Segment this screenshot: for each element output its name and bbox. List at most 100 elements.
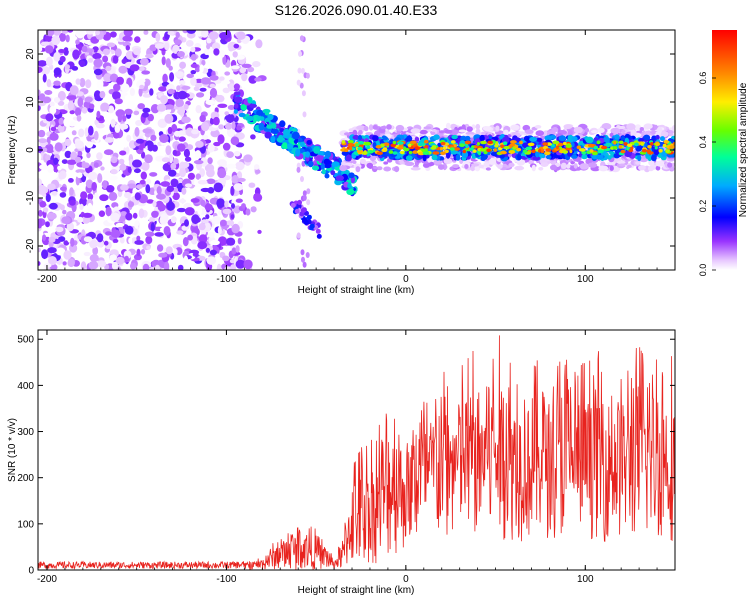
- track-blob: [335, 175, 344, 181]
- track-blob: [249, 103, 257, 108]
- line-core-blob: [654, 145, 658, 150]
- noise-blob: [42, 234, 47, 242]
- line-halo-blob: [482, 126, 492, 131]
- noise-blob: [235, 198, 243, 203]
- noise-blob: [67, 258, 75, 268]
- line-core-blob: [357, 146, 363, 151]
- line-halo-blob: [579, 163, 589, 170]
- noise-blob: [204, 203, 213, 211]
- noise-blob: [75, 78, 81, 85]
- noise-blob: [125, 50, 134, 60]
- line-halo-blob: [621, 129, 626, 133]
- track-blob: [266, 124, 274, 129]
- line-core-blob: [440, 141, 446, 146]
- noise-blob: [63, 117, 71, 128]
- line-core-blob: [623, 142, 628, 146]
- noise-blob: [66, 222, 75, 232]
- noise-blob: [110, 31, 117, 38]
- noise-blob: [178, 80, 186, 85]
- noise-blob: [120, 83, 130, 93]
- noise-blob: [218, 135, 224, 142]
- noise-blob: [81, 45, 88, 53]
- noise-blob: [114, 123, 121, 133]
- noise-blob: [235, 259, 246, 269]
- noise-blob: [302, 194, 307, 201]
- line-halo-blob: [497, 163, 503, 169]
- line-core-blob: [464, 140, 472, 145]
- noise-blob: [151, 144, 158, 152]
- line-core-blob: [499, 150, 507, 155]
- noise-blob: [235, 54, 245, 60]
- line-halo-blob: [404, 161, 415, 166]
- line-halo-blob: [606, 161, 616, 166]
- line-blob: [585, 136, 594, 144]
- line-core-blob: [589, 149, 594, 153]
- noise-blob: [53, 80, 61, 86]
- y-tick-label: 0: [28, 566, 34, 577]
- line-halo-blob: [587, 162, 598, 168]
- x-tick-label: 0: [403, 274, 409, 285]
- line-core-blob: [347, 140, 354, 144]
- noise-blob: [102, 48, 110, 56]
- bottom-y-axis-label: SNR (10 * v/v): [7, 418, 18, 482]
- y-tick-label: 0: [25, 147, 36, 153]
- line-halo-blob: [635, 161, 641, 165]
- noise-blob: [50, 126, 57, 132]
- noise-blob: [89, 254, 99, 263]
- noise-blob: [88, 260, 99, 270]
- noise-blob: [213, 48, 220, 56]
- line-halo-blob: [383, 161, 389, 165]
- noise-blob: [46, 30, 55, 37]
- line-core-blob: [669, 145, 675, 149]
- noise-blob: [181, 116, 191, 124]
- noise-blob: [154, 264, 161, 270]
- noise-blob: [81, 107, 88, 114]
- line-halo-blob: [647, 165, 655, 172]
- line-core-blob: [519, 140, 523, 145]
- noise-blob: [38, 178, 43, 187]
- noise-blob: [133, 110, 140, 116]
- noise-blob: [200, 30, 209, 38]
- noise-blob: [200, 157, 208, 167]
- line-core-blob: [390, 143, 397, 148]
- noise-blob: [85, 30, 95, 35]
- noise-blob: [80, 261, 87, 270]
- line-halo-blob: [399, 159, 405, 165]
- noise-blob: [298, 50, 302, 57]
- y-tick-label: 400: [17, 381, 34, 392]
- noise-blob: [239, 66, 247, 74]
- noise-blob: [74, 140, 84, 149]
- track-blob: [331, 161, 340, 167]
- line-core-blob: [422, 151, 430, 155]
- line-core-blob: [565, 144, 572, 148]
- line-core-blob: [396, 146, 404, 150]
- noise-blob: [165, 246, 173, 255]
- noise-blob: [156, 186, 162, 195]
- line-halo-blob: [357, 131, 362, 136]
- track-blob: [315, 155, 325, 161]
- line-blob: [638, 138, 645, 143]
- noise-blob: [306, 199, 311, 206]
- noise-blob: [94, 192, 99, 200]
- noise-blob: [169, 72, 175, 82]
- noise-blob: [207, 231, 215, 238]
- noise-blob: [219, 76, 225, 81]
- noise-blob: [207, 143, 215, 153]
- noise-blob: [124, 255, 129, 262]
- line-blob: [620, 136, 626, 141]
- noise-blob: [106, 185, 115, 193]
- line-core-blob: [450, 140, 456, 144]
- noise-blob: [85, 141, 93, 149]
- noise-blob: [110, 229, 121, 238]
- noise-blob: [65, 34, 70, 43]
- track-blob: [295, 148, 301, 157]
- line-core-blob: [392, 151, 398, 155]
- noise-blob: [115, 256, 125, 265]
- noise-blob: [219, 219, 227, 227]
- line-halo-blob: [373, 166, 378, 170]
- track-blob: [233, 91, 241, 96]
- line-halo-blob: [368, 124, 374, 131]
- track-blob: [312, 165, 320, 171]
- line-core-blob: [380, 143, 385, 147]
- line-core-blob: [478, 151, 481, 156]
